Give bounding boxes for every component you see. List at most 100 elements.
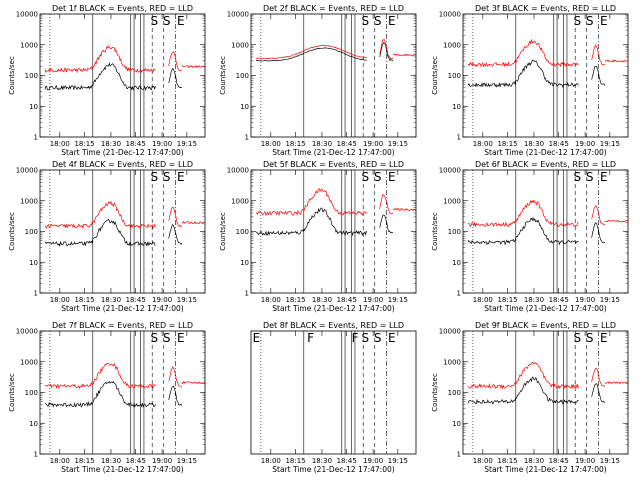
time-marker-label: S [151, 14, 159, 28]
series-black [44, 380, 156, 408]
x-tick-label: 18:45 [549, 140, 569, 148]
x-tick-label: 19:00 [363, 296, 383, 304]
x-tick-label: 19:00 [363, 140, 383, 148]
x-tick-label: 18:15 [285, 457, 305, 465]
time-marker-label: S [574, 170, 582, 184]
x-tick-label: 18:45 [337, 457, 357, 465]
y-tick-label: 10 [29, 103, 38, 111]
y-tick-label: 100 [25, 72, 38, 80]
time-marker-label: E [600, 331, 608, 345]
panel-title: Det 1f BLACK = Events, RED = LLD [52, 4, 193, 13]
x-tick-label: 18:30 [312, 457, 332, 465]
series-black [44, 62, 156, 91]
series-black [255, 207, 367, 237]
y-tick-label: 1000 [20, 358, 38, 366]
x-tick-label: 19:15 [388, 140, 408, 148]
series-black [467, 376, 579, 405]
x-tick-label: 18:45 [337, 296, 357, 304]
time-marker-label: E [388, 14, 396, 28]
y-axis-label: Counts/sec [8, 56, 16, 95]
y-tick-label: 100 [236, 72, 249, 80]
y-tick-label: 1000 [20, 41, 38, 49]
x-tick-label: 18:45 [126, 140, 146, 148]
y-tick-label: 10 [29, 259, 38, 267]
time-marker-label: S [586, 14, 594, 28]
x-tick-label: 18:45 [337, 140, 357, 148]
series-black-post [591, 222, 605, 244]
time-marker-label: S [163, 14, 171, 28]
y-tick-label: 10 [240, 103, 249, 111]
x-tick-label: 18:00 [473, 140, 493, 148]
series-black-post [168, 223, 183, 245]
x-tick-label: 18:00 [50, 457, 70, 465]
panel-det-4: Det 4f BLACK = Events, RED = LLD 1 10 100 10… [8, 160, 206, 313]
series-red-tail [181, 381, 206, 385]
x-tick-label: 19:00 [575, 457, 595, 465]
x-tick-label: 18:00 [261, 457, 281, 465]
y-tick-label: 10000 [439, 167, 461, 175]
time-marker-label: S [163, 331, 171, 345]
time-marker-label: S [586, 331, 594, 345]
time-marker-label: E [253, 331, 261, 345]
panel-det-7: Det 7f BLACK = Events, RED = LLD 1 10 100 10… [8, 321, 206, 474]
plot-frame [39, 169, 206, 294]
x-tick-label: 18:45 [549, 457, 569, 465]
time-marker-label: F [352, 331, 359, 345]
y-tick-label: 10000 [16, 328, 38, 336]
y-axis-label: Counts/sec [8, 373, 16, 412]
series-red-post [379, 193, 394, 215]
y-tick-label: 1000 [231, 41, 249, 49]
plot-frame [250, 330, 417, 455]
panel-det-9: Det 9f BLACK = Events, RED = LLD 1 10 100 10… [431, 321, 629, 474]
time-marker-label: S [586, 170, 594, 184]
series-red-post [591, 367, 605, 387]
series-red-tail [181, 220, 206, 225]
x-axis-label: Start Time (21-Dec-12 17:47:00) [272, 465, 394, 474]
series-red-post [379, 39, 394, 60]
y-tick-label: 10 [452, 259, 461, 267]
x-tick-label: 18:00 [50, 296, 70, 304]
series-black-post [168, 385, 183, 406]
x-tick-label: 18:00 [473, 457, 493, 465]
y-tick-label: 10000 [16, 167, 38, 175]
panel-title: Det 7f BLACK = Events, RED = LLD [52, 321, 193, 330]
x-tick-label: 18:30 [101, 457, 121, 465]
x-tick-label: 19:15 [177, 296, 197, 304]
x-tick-label: 19:15 [388, 457, 408, 465]
series-red-post [591, 205, 606, 226]
y-axis-label: Counts/sec [219, 212, 227, 251]
x-axis-label: Start Time (21-Dec-12 17:47:00) [61, 465, 183, 474]
time-marker-label: S [374, 14, 382, 28]
y-tick-label: 1 [34, 290, 38, 298]
panel-det-3: Det 3f BLACK = Events, RED = LLD 1 10 100 10… [431, 4, 629, 157]
y-tick-label: 10000 [439, 11, 461, 19]
y-tick-label: 1000 [231, 197, 249, 205]
x-tick-label: 19:00 [363, 457, 383, 465]
series-black-post [591, 65, 606, 86]
y-axis-label: Counts/sec [431, 56, 439, 95]
plot-frame [39, 13, 206, 138]
y-tick-label: 100 [448, 228, 461, 236]
x-tick-label: 18:30 [524, 140, 544, 148]
time-marker-label: S [574, 331, 582, 345]
x-tick-label: 18:30 [524, 457, 544, 465]
x-tick-label: 18:00 [261, 140, 281, 148]
time-marker-label: S [151, 331, 159, 345]
x-tick-label: 18:15 [285, 296, 305, 304]
y-tick-label: 1 [34, 451, 38, 459]
y-tick-label: 1000 [443, 197, 461, 205]
series-red [255, 188, 367, 217]
x-tick-label: 19:15 [600, 296, 620, 304]
x-tick-label: 19:15 [600, 140, 620, 148]
y-tick-label: 1000 [443, 358, 461, 366]
time-marker-label: S [574, 14, 582, 28]
time-marker-label: E [388, 331, 396, 345]
y-axis-label: Counts/sec [8, 212, 16, 251]
x-tick-label: 18:45 [126, 457, 146, 465]
panel-title: Det 9f BLACK = Events, RED = LLD [475, 321, 616, 330]
x-tick-label: 19:00 [575, 296, 595, 304]
y-tick-label: 100 [448, 72, 461, 80]
plot-frame [250, 13, 417, 138]
y-tick-label: 10 [452, 103, 461, 111]
